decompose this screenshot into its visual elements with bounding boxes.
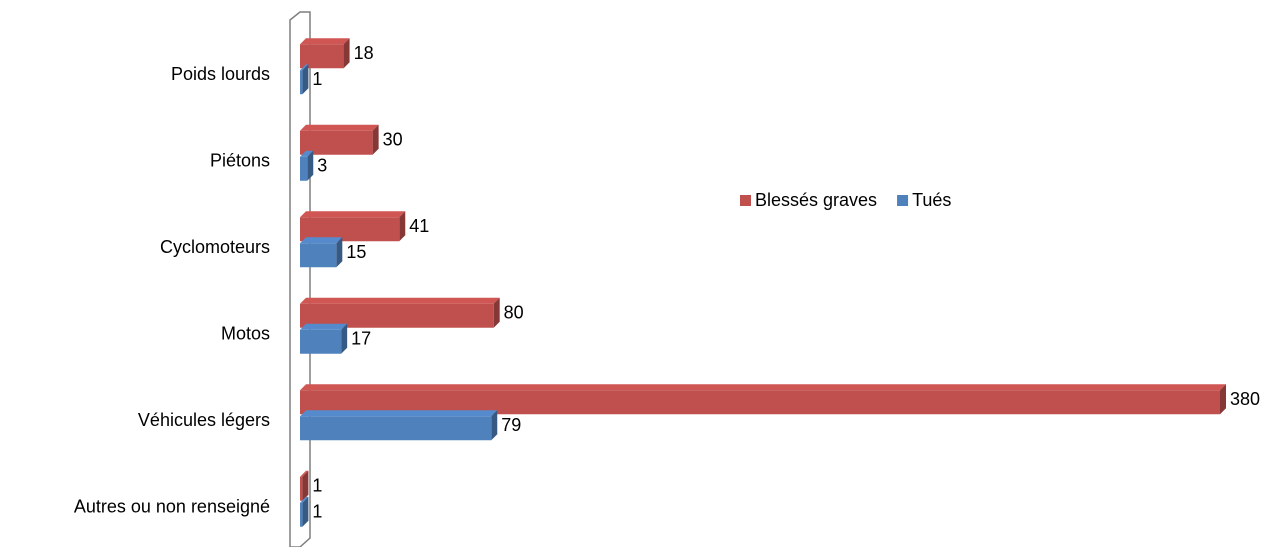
bar-top <box>300 124 379 131</box>
y-tick-label: Piétons <box>210 151 270 171</box>
data-label: 30 <box>383 130 403 150</box>
bar <box>300 243 337 268</box>
y-tick-label: Autres ou non renseigné <box>74 497 270 517</box>
bar-side <box>1220 384 1226 415</box>
bar-side <box>341 323 348 354</box>
bar-side <box>302 64 309 95</box>
legend-label: Blessés graves <box>755 190 877 210</box>
bar-side <box>372 124 379 155</box>
bar <box>300 416 492 441</box>
bar-top <box>300 323 348 330</box>
bar-side <box>302 496 309 527</box>
y-tick-label: Poids lourds <box>171 64 270 84</box>
legend-swatch <box>897 195 909 206</box>
bar-side <box>493 297 500 328</box>
bar-side <box>307 150 314 181</box>
bar-side <box>399 211 406 242</box>
y-tick-label: Cyclomoteurs <box>160 237 270 257</box>
data-label: 17 <box>351 329 371 349</box>
data-label: 380 <box>1230 389 1260 409</box>
bar-side <box>336 237 343 268</box>
bar-top <box>300 297 500 304</box>
bar <box>300 502 303 527</box>
data-label: 1 <box>312 69 322 89</box>
bar-top <box>300 384 1226 391</box>
data-label: 3 <box>317 156 327 176</box>
data-label: 18 <box>354 43 374 63</box>
legend-label: Tués <box>912 190 951 210</box>
y-tick-label: Motos <box>221 324 270 344</box>
y-tick-label: Véhicules légers <box>138 410 270 430</box>
data-label: 1 <box>312 476 322 496</box>
bar-top <box>300 64 309 71</box>
data-label: 79 <box>501 415 521 435</box>
legend: Blessés graves Tués <box>740 190 951 210</box>
bar-top <box>300 470 309 477</box>
bar-top <box>300 237 343 244</box>
data-label: 1 <box>312 502 322 522</box>
data-label: 41 <box>409 216 429 236</box>
bar-top <box>300 150 314 157</box>
legend-swatch <box>740 195 751 206</box>
bar-top <box>300 38 350 45</box>
bar-top <box>300 496 309 503</box>
bar-top <box>300 211 406 218</box>
data-label: 15 <box>346 242 366 262</box>
bar <box>300 70 303 95</box>
bar-side <box>302 470 309 501</box>
bar-side <box>343 38 350 69</box>
data-label: 80 <box>504 303 524 323</box>
bar-top <box>300 410 498 417</box>
bar <box>300 476 303 501</box>
bar-side <box>491 410 498 441</box>
bar <box>300 156 308 181</box>
bar <box>300 329 342 354</box>
